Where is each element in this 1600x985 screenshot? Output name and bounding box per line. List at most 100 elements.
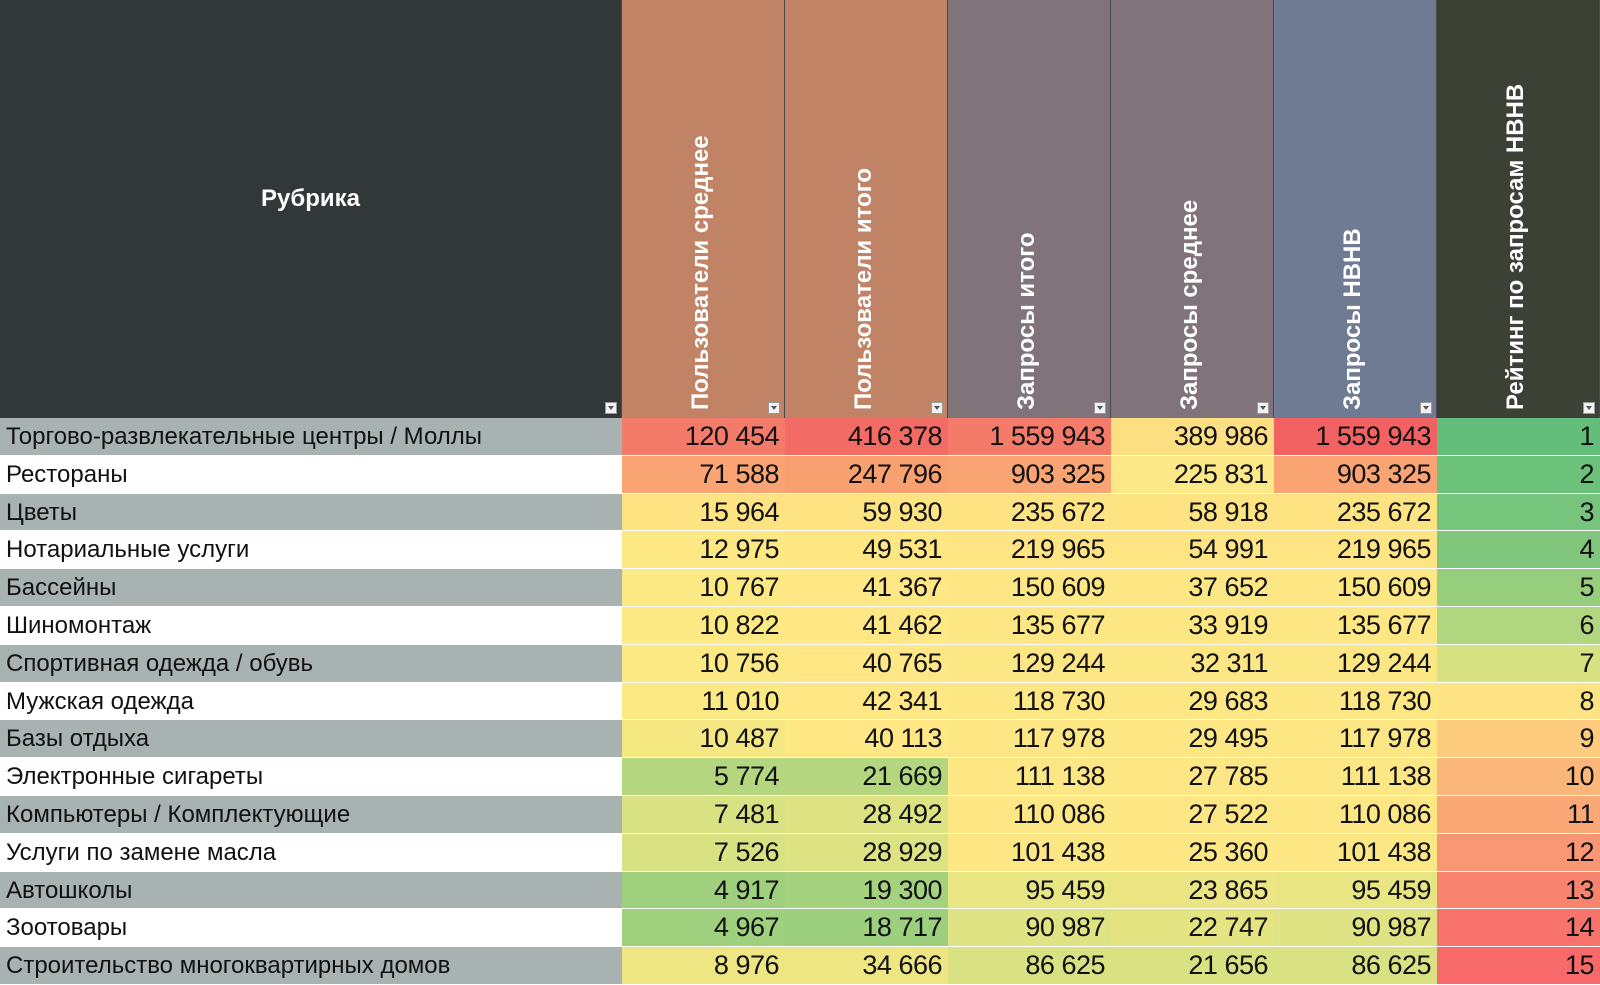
cell-rating-nvnv[interactable]: 1 bbox=[1437, 418, 1600, 456]
cell-queries-avg[interactable]: 23 865 bbox=[1111, 871, 1274, 910]
cell-queries-total[interactable]: 129 244 bbox=[948, 644, 1111, 683]
cell-queries-nvnv[interactable]: 111 138 bbox=[1274, 758, 1437, 796]
cell-rating-nvnv[interactable]: 11 bbox=[1437, 795, 1600, 834]
cell-queries-avg[interactable]: 32 311 bbox=[1111, 644, 1274, 683]
cell-users-avg[interactable]: 5 774 bbox=[622, 758, 785, 796]
cell-queries-nvnv[interactable]: 117 978 bbox=[1274, 720, 1437, 759]
cell-queries-avg[interactable]: 27 522 bbox=[1111, 795, 1274, 834]
cell-queries-avg[interactable]: 21 656 bbox=[1111, 947, 1274, 985]
row-name-cell[interactable]: Мужская одежда bbox=[0, 682, 622, 721]
cell-users-avg[interactable]: 71 588 bbox=[622, 455, 785, 494]
filter-dropdown-icon[interactable] bbox=[768, 402, 780, 414]
cell-queries-nvnv[interactable]: 110 086 bbox=[1274, 795, 1437, 834]
cell-queries-total[interactable]: 118 730 bbox=[948, 682, 1111, 721]
cell-queries-nvnv[interactable]: 219 965 bbox=[1274, 531, 1437, 570]
cell-users-total[interactable]: 18 717 bbox=[785, 909, 948, 948]
cell-queries-nvnv[interactable]: 95 459 bbox=[1274, 871, 1437, 910]
cell-rating-nvnv[interactable]: 15 bbox=[1437, 947, 1600, 985]
cell-queries-total[interactable]: 219 965 bbox=[948, 531, 1111, 570]
cell-users-total[interactable]: 19 300 bbox=[785, 871, 948, 910]
filter-dropdown-icon[interactable] bbox=[931, 402, 943, 414]
cell-queries-nvnv[interactable]: 150 609 bbox=[1274, 569, 1437, 607]
cell-users-avg[interactable]: 7 526 bbox=[622, 833, 785, 872]
cell-users-total[interactable]: 34 666 bbox=[785, 947, 948, 985]
cell-queries-nvnv[interactable]: 86 625 bbox=[1274, 947, 1437, 985]
cell-queries-total[interactable]: 101 438 bbox=[948, 833, 1111, 872]
cell-users-avg[interactable]: 120 454 bbox=[622, 418, 785, 456]
cell-users-total[interactable]: 247 796 bbox=[785, 455, 948, 494]
row-name-cell[interactable]: Автошколы bbox=[0, 871, 622, 910]
cell-rating-nvnv[interactable]: 5 bbox=[1437, 569, 1600, 607]
cell-queries-nvnv[interactable]: 135 677 bbox=[1274, 606, 1437, 645]
cell-rating-nvnv[interactable]: 8 bbox=[1437, 682, 1600, 721]
cell-users-avg[interactable]: 4 967 bbox=[622, 909, 785, 948]
cell-users-total[interactable]: 28 929 bbox=[785, 833, 948, 872]
cell-users-total[interactable]: 59 930 bbox=[785, 493, 948, 532]
cell-users-avg[interactable]: 15 964 bbox=[622, 493, 785, 532]
filter-dropdown-icon[interactable] bbox=[605, 402, 617, 414]
cell-users-avg[interactable]: 10 487 bbox=[622, 720, 785, 759]
cell-users-total[interactable]: 41 462 bbox=[785, 606, 948, 645]
cell-users-avg[interactable]: 12 975 bbox=[622, 531, 785, 570]
cell-users-total[interactable]: 21 669 bbox=[785, 758, 948, 796]
cell-queries-total[interactable]: 135 677 bbox=[948, 606, 1111, 645]
filter-dropdown-icon[interactable] bbox=[1420, 402, 1432, 414]
cell-users-total[interactable]: 40 765 bbox=[785, 644, 948, 683]
cell-users-total[interactable]: 28 492 bbox=[785, 795, 948, 834]
cell-queries-total[interactable]: 903 325 bbox=[948, 455, 1111, 494]
cell-rating-nvnv[interactable]: 9 bbox=[1437, 720, 1600, 759]
cell-queries-avg[interactable]: 27 785 bbox=[1111, 758, 1274, 796]
cell-users-total[interactable]: 41 367 bbox=[785, 569, 948, 607]
row-name-cell[interactable]: Цветы bbox=[0, 493, 622, 532]
cell-queries-nvnv[interactable]: 129 244 bbox=[1274, 644, 1437, 683]
cell-users-avg[interactable]: 10 756 bbox=[622, 644, 785, 683]
cell-rating-nvnv[interactable]: 14 bbox=[1437, 909, 1600, 948]
cell-queries-nvnv[interactable]: 118 730 bbox=[1274, 682, 1437, 721]
cell-users-avg[interactable]: 7 481 bbox=[622, 795, 785, 834]
cell-rating-nvnv[interactable]: 6 bbox=[1437, 606, 1600, 645]
cell-queries-nvnv[interactable]: 903 325 bbox=[1274, 455, 1437, 494]
row-name-cell[interactable]: Зоотовары bbox=[0, 909, 622, 948]
cell-rating-nvnv[interactable]: 7 bbox=[1437, 644, 1600, 683]
cell-queries-total[interactable]: 117 978 bbox=[948, 720, 1111, 759]
cell-rating-nvnv[interactable]: 10 bbox=[1437, 758, 1600, 796]
cell-queries-avg[interactable]: 37 652 bbox=[1111, 569, 1274, 607]
filter-dropdown-icon[interactable] bbox=[1583, 402, 1595, 414]
row-name-cell[interactable]: Торгово-развлекательные центры / Моллы bbox=[0, 418, 622, 456]
cell-rating-nvnv[interactable]: 13 bbox=[1437, 871, 1600, 910]
cell-queries-total[interactable]: 235 672 bbox=[948, 493, 1111, 532]
row-name-cell[interactable]: Рестораны bbox=[0, 455, 622, 494]
cell-queries-nvnv[interactable]: 235 672 bbox=[1274, 493, 1437, 532]
cell-queries-avg[interactable]: 33 919 bbox=[1111, 606, 1274, 645]
cell-queries-total[interactable]: 150 609 bbox=[948, 569, 1111, 607]
cell-queries-avg[interactable]: 29 683 bbox=[1111, 682, 1274, 721]
row-name-cell[interactable]: Базы отдыха bbox=[0, 720, 622, 759]
row-name-cell[interactable]: Спортивная одежда / обувь bbox=[0, 644, 622, 683]
cell-rating-nvnv[interactable]: 12 bbox=[1437, 833, 1600, 872]
cell-queries-total[interactable]: 111 138 bbox=[948, 758, 1111, 796]
cell-queries-avg[interactable]: 25 360 bbox=[1111, 833, 1274, 872]
cell-users-avg[interactable]: 10 767 bbox=[622, 569, 785, 607]
cell-queries-total[interactable]: 1 559 943 bbox=[948, 418, 1111, 456]
cell-rating-nvnv[interactable]: 4 bbox=[1437, 531, 1600, 570]
cell-queries-avg[interactable]: 29 495 bbox=[1111, 720, 1274, 759]
cell-queries-avg[interactable]: 54 991 bbox=[1111, 531, 1274, 570]
row-name-cell[interactable]: Компьютеры / Комплектующие bbox=[0, 795, 622, 834]
cell-users-total[interactable]: 42 341 bbox=[785, 682, 948, 721]
row-name-cell[interactable]: Электронные сигареты bbox=[0, 758, 622, 796]
cell-queries-nvnv[interactable]: 90 987 bbox=[1274, 909, 1437, 948]
cell-rating-nvnv[interactable]: 3 bbox=[1437, 493, 1600, 532]
cell-queries-nvnv[interactable]: 101 438 bbox=[1274, 833, 1437, 872]
cell-queries-nvnv[interactable]: 1 559 943 bbox=[1274, 418, 1437, 456]
row-name-cell[interactable]: Услуги по замене масла bbox=[0, 833, 622, 872]
row-name-cell[interactable]: Бассейны bbox=[0, 569, 622, 607]
cell-queries-avg[interactable]: 389 986 bbox=[1111, 418, 1274, 456]
cell-users-total[interactable]: 416 378 bbox=[785, 418, 948, 456]
cell-users-avg[interactable]: 4 917 bbox=[622, 871, 785, 910]
filter-dropdown-icon[interactable] bbox=[1094, 402, 1106, 414]
cell-queries-avg[interactable]: 225 831 bbox=[1111, 455, 1274, 494]
cell-users-total[interactable]: 40 113 bbox=[785, 720, 948, 759]
cell-users-avg[interactable]: 8 976 bbox=[622, 947, 785, 985]
row-name-cell[interactable]: Нотариальные услуги bbox=[0, 531, 622, 570]
row-name-cell[interactable]: Шиномонтаж bbox=[0, 606, 622, 645]
